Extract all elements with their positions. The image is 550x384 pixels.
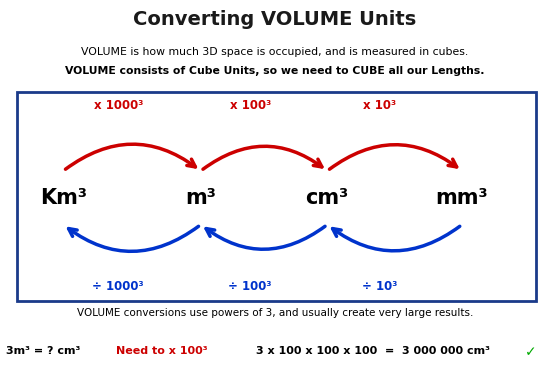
Text: ÷ 10³: ÷ 10³ — [362, 280, 397, 293]
Text: 3 x 100 x 100 x 100  =  3 000 000 cm³: 3 x 100 x 100 x 100 = 3 000 000 cm³ — [256, 346, 490, 356]
Text: VOLUME conversions use powers of 3, and usually create very large results.: VOLUME conversions use powers of 3, and … — [77, 308, 473, 318]
Text: VOLUME is how much 3D space is occupied, and is measured in cubes.: VOLUME is how much 3D space is occupied,… — [81, 47, 469, 57]
Text: x 1000³: x 1000³ — [94, 99, 143, 112]
Text: ÷ 100³: ÷ 100³ — [228, 280, 272, 293]
Text: cm³: cm³ — [306, 188, 349, 208]
Text: mm³: mm³ — [436, 188, 488, 208]
Text: Need to x 100³: Need to x 100³ — [116, 346, 207, 356]
Text: Km³: Km³ — [40, 188, 87, 208]
Text: x 10³: x 10³ — [363, 99, 396, 112]
Text: Converting VOLUME Units: Converting VOLUME Units — [133, 10, 417, 28]
Text: 3m³ = ? cm³: 3m³ = ? cm³ — [6, 346, 80, 356]
Text: ✓: ✓ — [525, 346, 536, 359]
Text: ÷ 1000³: ÷ 1000³ — [92, 280, 144, 293]
Text: m³: m³ — [185, 188, 216, 208]
Text: x 100³: x 100³ — [230, 99, 271, 112]
FancyBboxPatch shape — [16, 92, 536, 301]
Text: VOLUME consists of Cube Units, so we need to CUBE all our Lengths.: VOLUME consists of Cube Units, so we nee… — [65, 66, 485, 76]
